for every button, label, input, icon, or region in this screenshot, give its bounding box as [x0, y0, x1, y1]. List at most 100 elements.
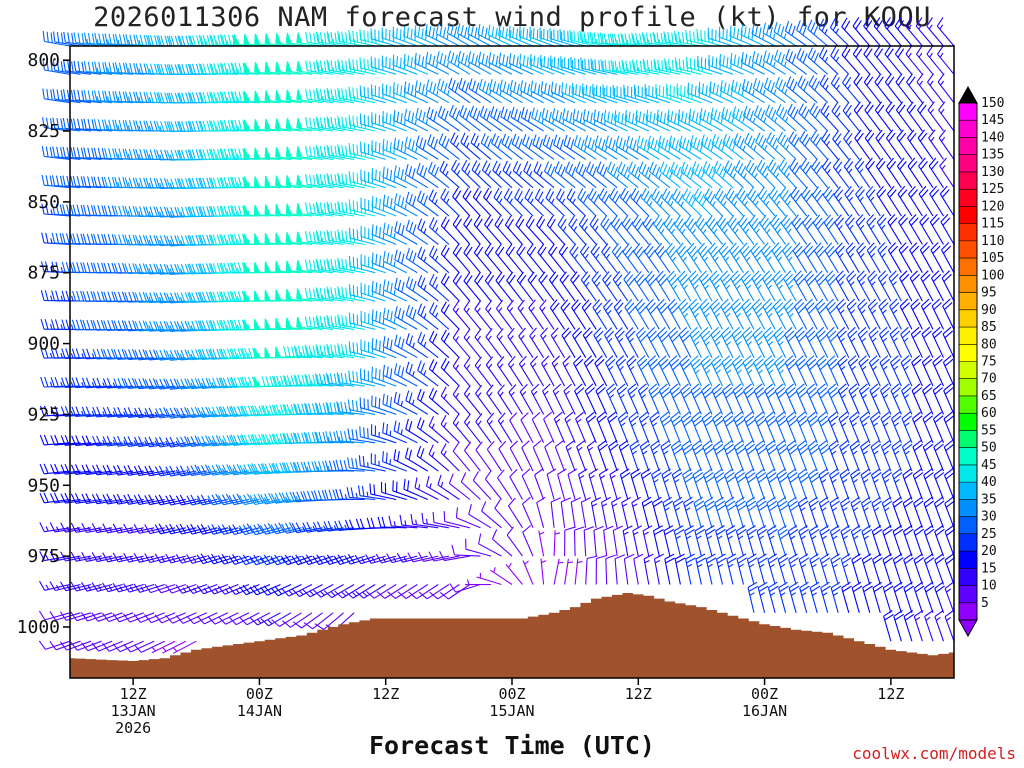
barb-staff	[452, 224, 471, 245]
barb-staff	[429, 254, 450, 274]
wind-barb	[414, 25, 439, 47]
barb-feather	[188, 206, 194, 217]
barb-feather	[212, 177, 217, 188]
barb-feather	[223, 34, 228, 45]
barb-staff	[328, 268, 355, 274]
barb-feather	[486, 218, 494, 228]
barb-feather	[93, 90, 98, 101]
barb-feather	[397, 365, 401, 376]
barb-feather	[169, 321, 175, 332]
barb-feather	[481, 501, 487, 512]
barb-staff	[381, 37, 407, 47]
barb-feather	[417, 26, 421, 38]
barb-feather	[90, 233, 95, 245]
wind-barb	[509, 468, 523, 500]
barb-staff	[286, 498, 313, 504]
barb-feather	[231, 234, 236, 245]
barb-staff	[536, 502, 545, 528]
barb-feather	[315, 173, 319, 185]
barb-feather	[132, 291, 137, 302]
wind-barb	[103, 348, 134, 360]
barb-feather	[85, 377, 91, 388]
barb-feather	[370, 517, 375, 529]
barb-feather	[166, 207, 171, 218]
barb-feather	[432, 248, 438, 259]
barb-feather	[485, 356, 494, 366]
barb-feather	[191, 206, 196, 217]
barb-feather	[404, 108, 408, 120]
barb-feather	[101, 262, 106, 273]
barb-feather	[45, 117, 49, 129]
barb-staff	[405, 457, 429, 472]
wind-barb	[102, 640, 134, 652]
barb-feather	[330, 287, 333, 298]
barb-feather	[455, 218, 462, 228]
barb-feather	[389, 169, 393, 181]
wind-barb	[432, 511, 460, 529]
barb-feather	[394, 277, 398, 289]
barb-feather	[80, 290, 85, 302]
barb-half-feather	[332, 322, 335, 329]
barb-half-feather	[60, 266, 64, 273]
barb-half-feather	[435, 34, 438, 40]
wind-barb	[123, 407, 155, 418]
barb-feather	[188, 263, 194, 274]
barb-feather	[319, 60, 323, 72]
barb-feather	[530, 58, 533, 69]
barb-feather	[378, 369, 381, 380]
barb-half-feather	[226, 296, 229, 302]
barb-staff	[96, 100, 123, 104]
barb-feather	[523, 161, 529, 172]
wind-barb	[428, 189, 450, 217]
barb-feather	[440, 329, 447, 340]
barb-feather	[355, 458, 358, 469]
barb-feather	[414, 25, 417, 36]
barb-feather	[464, 54, 468, 66]
barb-flag	[253, 290, 260, 302]
barb-feather	[198, 34, 203, 46]
barb-feather	[157, 92, 162, 103]
barb-staff	[214, 612, 239, 625]
barb-feather	[45, 203, 49, 215]
barb-feather	[315, 31, 319, 43]
barb-staff	[540, 558, 545, 585]
barb-feather	[319, 344, 323, 356]
wind-barb	[133, 494, 165, 506]
barb-feather	[186, 495, 193, 506]
wind-barb	[560, 497, 571, 528]
barb-staff	[161, 612, 187, 624]
barb-feather	[505, 163, 511, 174]
barb-feather	[336, 372, 340, 383]
barb-feather	[543, 411, 552, 420]
barb-feather	[134, 407, 140, 418]
barb-feather	[209, 34, 213, 46]
wind-barb	[531, 411, 545, 444]
barb-feather	[390, 254, 393, 265]
barb-feather	[149, 35, 154, 46]
barb-feather	[149, 235, 154, 246]
barb-feather	[225, 493, 232, 504]
barb-half-feather	[371, 557, 376, 563]
barb-feather	[397, 393, 401, 405]
barb-staff	[450, 141, 471, 160]
barb-feather	[565, 439, 575, 448]
barb-feather	[542, 383, 551, 392]
wind-barb	[264, 61, 292, 75]
barb-half-feather	[242, 468, 247, 474]
barb-staff	[339, 239, 365, 245]
barb-half-feather	[455, 364, 460, 370]
barb-staff	[77, 640, 102, 651]
barb-feather	[549, 299, 558, 309]
barb-staff	[489, 88, 513, 104]
wind-barb	[381, 55, 407, 75]
barb-feather	[464, 441, 472, 451]
barb-feather	[406, 27, 409, 38]
barb-feather	[313, 89, 316, 101]
barb-staff	[371, 262, 397, 274]
wind-barb	[448, 77, 471, 104]
barb-feather	[498, 29, 502, 41]
barb-feather	[296, 491, 302, 502]
barb-feather	[330, 145, 333, 156]
barb-staff	[44, 498, 71, 504]
wind-barb	[472, 471, 492, 500]
